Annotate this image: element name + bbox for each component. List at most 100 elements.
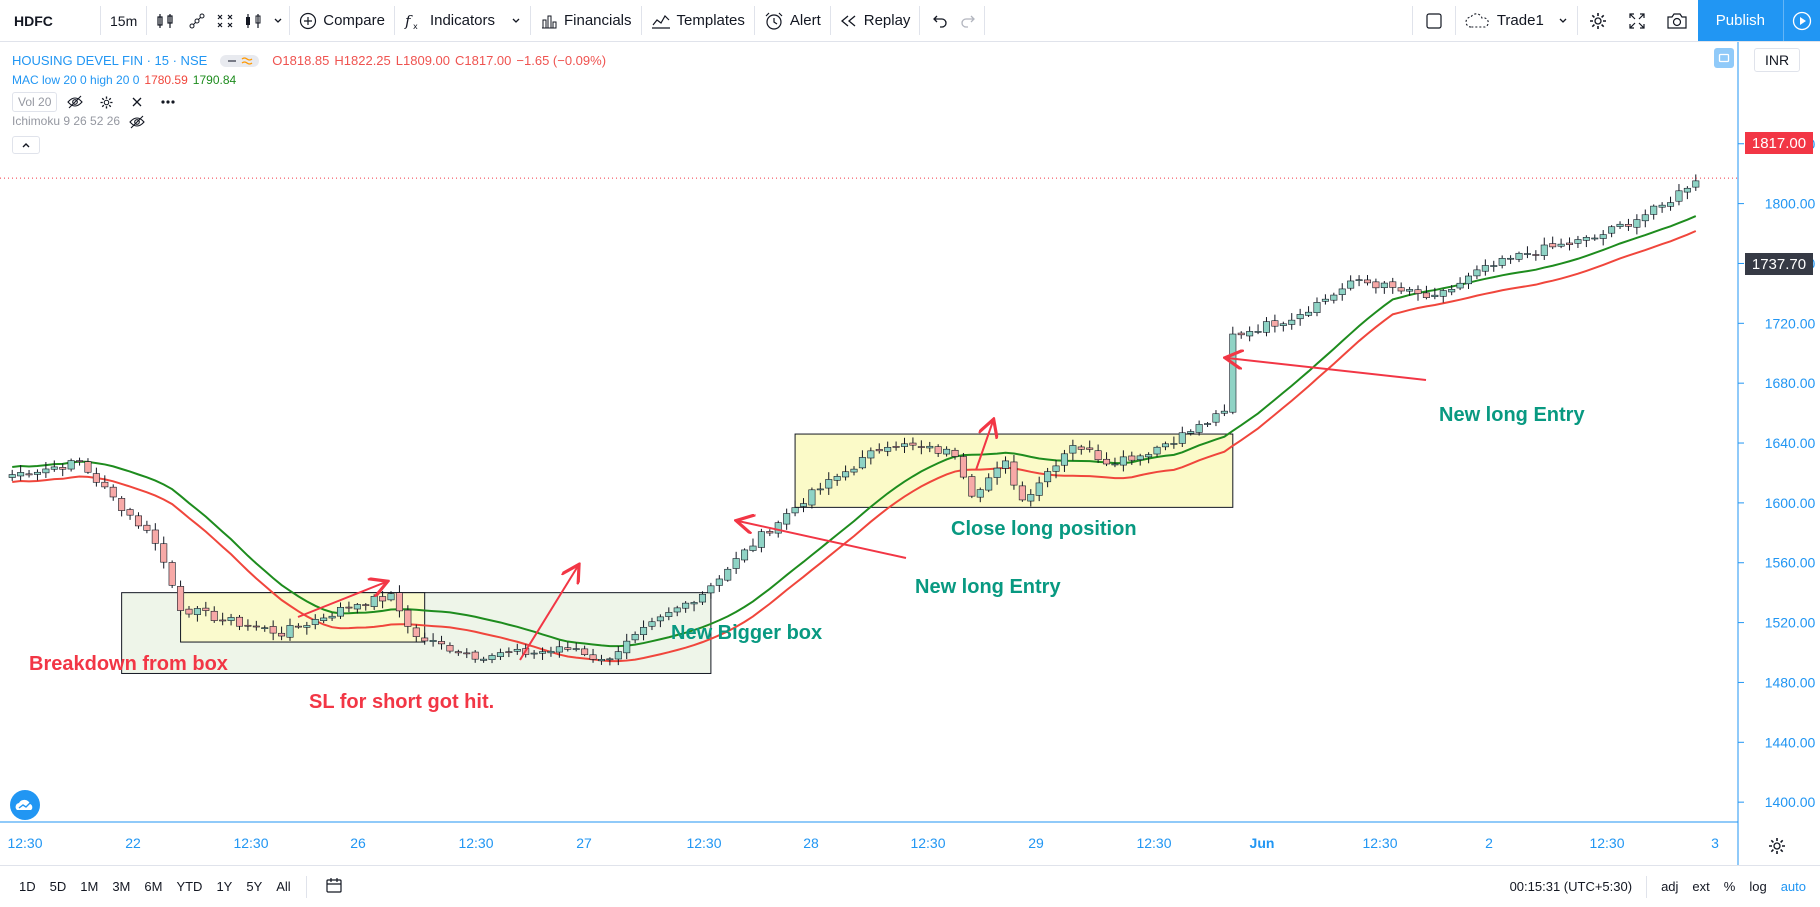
volume-settings-button[interactable] — [93, 92, 119, 112]
candle[interactable] — [842, 465, 850, 481]
candle[interactable] — [337, 602, 345, 619]
percent-toggle[interactable]: % — [1723, 879, 1736, 894]
candle[interactable] — [252, 620, 260, 631]
candle[interactable] — [732, 551, 740, 574]
candle[interactable] — [1624, 218, 1632, 231]
candle[interactable] — [345, 601, 353, 613]
candle[interactable] — [640, 620, 648, 641]
candle[interactable] — [303, 621, 311, 635]
symbol-title[interactable]: HOUSING DEVEL FIN · 15 · NSE — [12, 53, 208, 68]
currency-label[interactable]: INR — [1754, 48, 1800, 72]
candle[interactable] — [454, 649, 462, 656]
candle[interactable] — [1161, 441, 1169, 451]
candle[interactable] — [362, 603, 370, 611]
candle[interactable] — [530, 650, 538, 659]
candle[interactable] — [1246, 326, 1254, 342]
candle[interactable] — [1465, 272, 1473, 289]
candle[interactable] — [513, 643, 521, 655]
interval-button[interactable]: 15m — [101, 0, 146, 41]
candle[interactable] — [825, 472, 833, 495]
candle[interactable] — [1128, 451, 1136, 465]
candle[interactable] — [1439, 288, 1447, 303]
candle[interactable] — [1473, 265, 1481, 280]
undo-button[interactable] — [920, 0, 954, 41]
candle[interactable] — [783, 508, 791, 530]
candle[interactable] — [311, 614, 319, 630]
candle[interactable] — [1540, 237, 1548, 260]
candle[interactable] — [1271, 314, 1279, 333]
candle[interactable] — [1363, 275, 1371, 286]
candle[interactable] — [698, 591, 706, 605]
candle[interactable] — [1523, 246, 1531, 259]
candle[interactable] — [42, 462, 50, 478]
candle[interactable] — [421, 632, 429, 645]
layout-save-button[interactable]: Trade1 — [1456, 0, 1577, 41]
range-1m[interactable]: 1M — [80, 879, 99, 894]
candle[interactable] — [59, 463, 67, 477]
candle[interactable] — [286, 618, 294, 641]
time-axis-settings-button[interactable] — [1767, 836, 1787, 861]
candle[interactable] — [757, 528, 765, 553]
candle[interactable] — [404, 605, 412, 634]
candle[interactable] — [1498, 255, 1506, 269]
mac-indicator-name[interactable]: MAC low 20 0 high 20 0 — [12, 73, 140, 87]
range-ytd[interactable]: YTD — [176, 879, 203, 894]
range-3m[interactable]: 3M — [112, 879, 131, 894]
candle[interactable] — [1633, 214, 1641, 235]
candle[interactable] — [1667, 196, 1675, 211]
candle[interactable] — [976, 487, 984, 503]
candle[interactable] — [488, 653, 496, 664]
candle[interactable] — [614, 645, 622, 666]
candle[interactable] — [1675, 184, 1683, 206]
candle[interactable] — [480, 656, 488, 663]
candle[interactable] — [1355, 275, 1363, 287]
candle[interactable] — [1481, 259, 1489, 276]
collapse-legend-button[interactable] — [12, 136, 40, 154]
candle[interactable] — [269, 620, 277, 641]
candle[interactable] — [909, 437, 917, 451]
candle[interactable] — [1044, 467, 1052, 488]
candle[interactable] — [985, 473, 993, 493]
candle[interactable] — [1456, 277, 1464, 291]
eye-off-icon[interactable] — [129, 115, 145, 129]
compare-button[interactable]: Compare — [290, 0, 394, 41]
candle[interactable] — [597, 654, 605, 665]
candle[interactable] — [67, 458, 75, 472]
candle[interactable] — [1448, 285, 1456, 296]
candle[interactable] — [1582, 235, 1590, 248]
legend-toggle[interactable] — [220, 54, 260, 67]
candle[interactable] — [623, 633, 631, 660]
candle[interactable] — [1490, 260, 1498, 272]
candle[interactable] — [589, 648, 597, 663]
candle[interactable] — [84, 458, 92, 474]
candle[interactable] — [1566, 237, 1574, 251]
ext-toggle[interactable]: ext — [1692, 879, 1710, 894]
candle[interactable] — [934, 444, 942, 457]
candle[interactable] — [1086, 440, 1094, 453]
candle[interactable] — [1650, 204, 1658, 220]
candle[interactable] — [1212, 410, 1220, 427]
candle[interactable] — [690, 600, 698, 612]
candle[interactable] — [673, 605, 681, 617]
candle[interactable] — [867, 447, 875, 465]
candle[interactable] — [648, 617, 656, 631]
play-button[interactable] — [1783, 0, 1820, 41]
candle[interactable] — [564, 641, 572, 652]
candle[interactable] — [1347, 275, 1355, 291]
candle[interactable] — [993, 461, 1001, 485]
candle[interactable] — [850, 466, 858, 476]
candle[interactable] — [1321, 294, 1329, 305]
candle[interactable] — [1010, 455, 1018, 490]
candle[interactable] — [1288, 313, 1296, 330]
candle[interactable] — [1254, 324, 1262, 335]
candle[interactable] — [320, 613, 328, 624]
candle[interactable] — [92, 467, 100, 487]
range-1y[interactable]: 1Y — [216, 879, 233, 894]
volume-more-button[interactable] — [155, 92, 181, 112]
candle[interactable] — [1389, 277, 1397, 294]
candle[interactable] — [1591, 234, 1599, 241]
candle[interactable] — [833, 473, 841, 486]
candle[interactable] — [791, 500, 799, 517]
candle[interactable] — [1431, 287, 1439, 300]
